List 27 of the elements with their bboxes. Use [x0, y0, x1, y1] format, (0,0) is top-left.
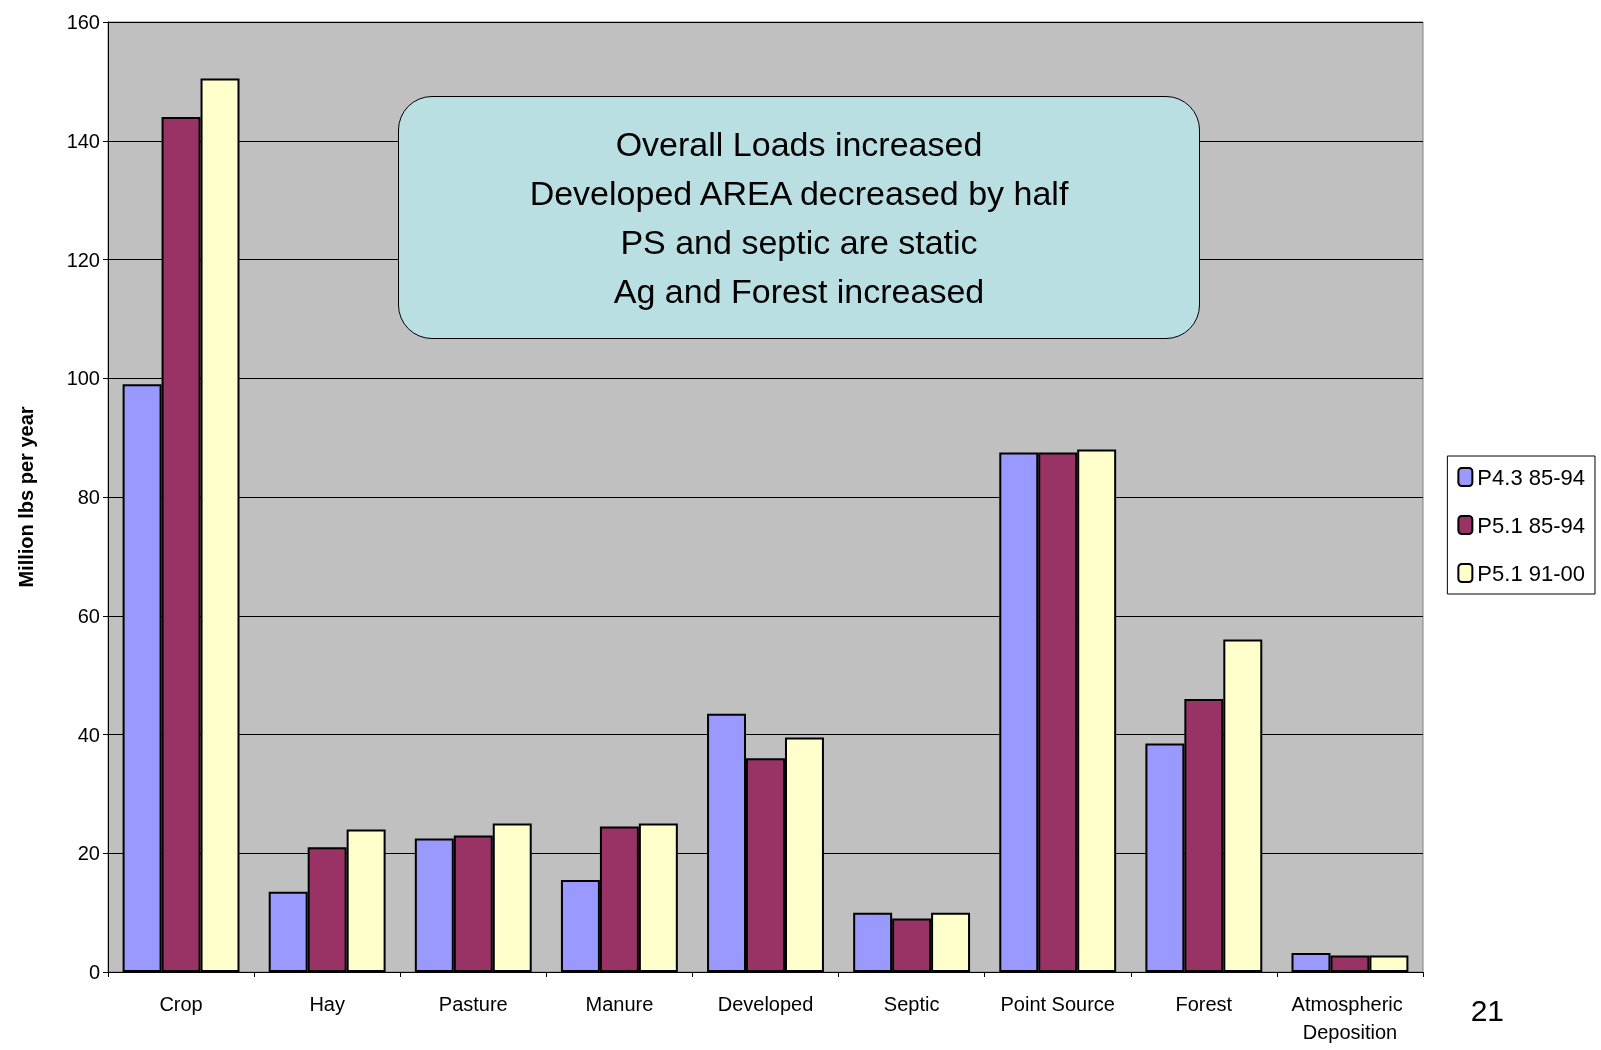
annotation: Overall Loads increased: [615, 123, 983, 165]
x-tick-label: Hay: [309, 993, 345, 1015]
x-tick-label: Septic: [883, 993, 940, 1015]
annotation: PS and septic are static: [620, 221, 978, 263]
y-tick-label: 140: [66, 129, 100, 152]
x-tick-label: Point Source: [1000, 993, 1115, 1015]
y-tick-label: 0: [88, 961, 100, 983]
annotation: Ag and Forest increased: [613, 270, 985, 312]
y-tick-label: 80: [77, 486, 100, 508]
y-tick-label: 160: [66, 11, 100, 33]
x-tick-label: Manure: [585, 993, 654, 1015]
y-tick-label: 20: [77, 842, 100, 865]
y-axis-title: Million lbs per year: [15, 406, 37, 588]
legend-label: P5.1 85-94: [1477, 512, 1585, 538]
legend-label: P5.1 91-00: [1477, 560, 1585, 586]
y-tick-label: 40: [77, 723, 100, 746]
x-tick-label: Pasture: [438, 993, 508, 1015]
x-tick-label: Forest: [1175, 993, 1233, 1015]
y-tick-label: 60: [77, 604, 100, 627]
text: 21: [1470, 993, 1505, 1027]
legend-label: P4.3 85-94: [1477, 464, 1585, 490]
y-tick-label: 100: [66, 367, 100, 390]
x-tick-label: Atmospheric Deposition: [1291, 993, 1409, 1043]
y-tick-label: 120: [66, 248, 100, 271]
x-tick-label: Developed: [717, 993, 814, 1015]
annotation: Developed AREA decreased by half: [529, 172, 1069, 214]
x-tick-label: Crop: [159, 993, 203, 1015]
